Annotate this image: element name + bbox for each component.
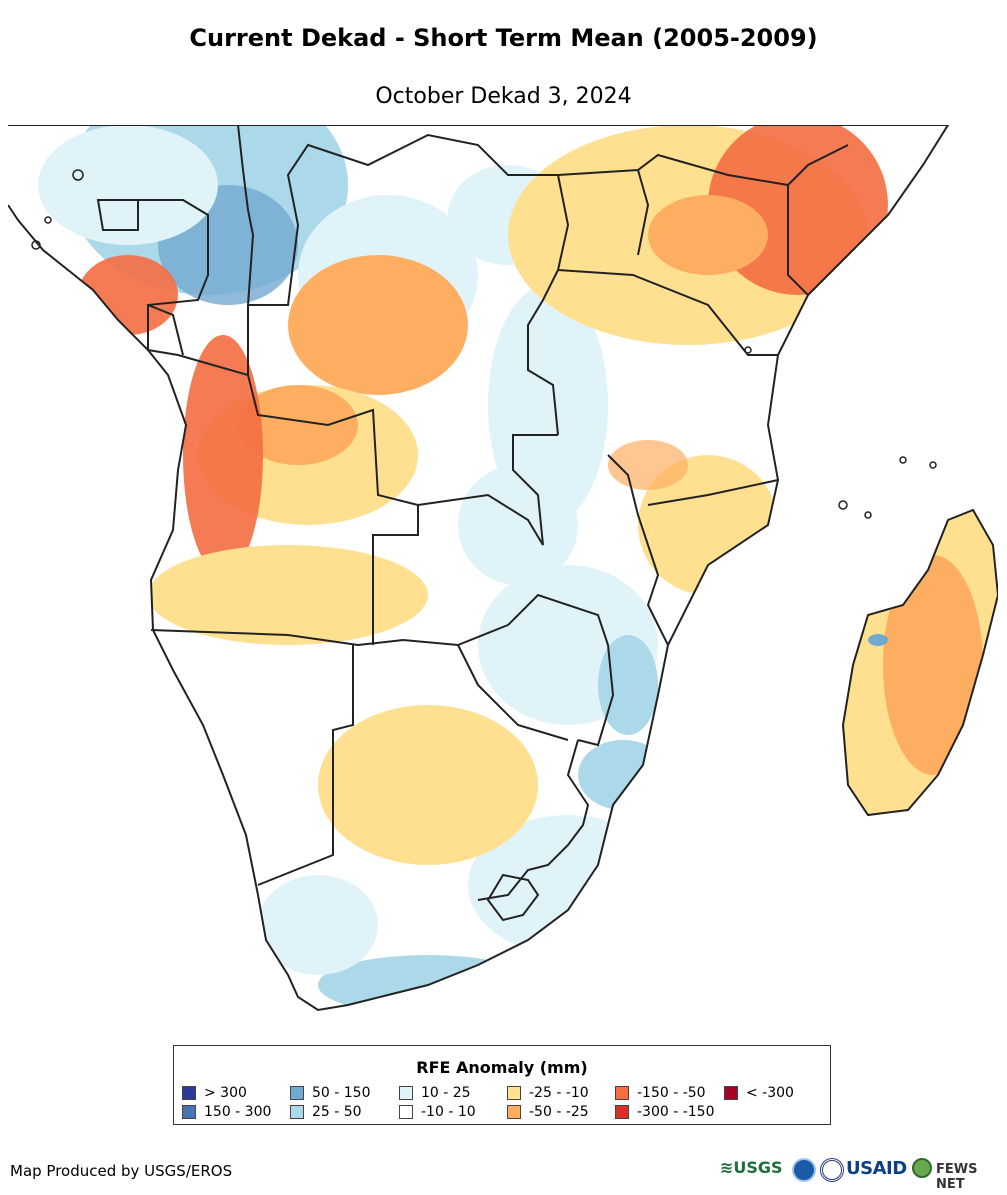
legend-label: 50 - 150 xyxy=(312,1085,371,1101)
mainland-africa xyxy=(8,125,948,1010)
coastline xyxy=(8,125,950,1012)
legend-item: -50 - -25 xyxy=(507,1103,589,1121)
legend-label: -25 - -10 xyxy=(529,1085,589,1101)
legend-item: 10 - 25 xyxy=(399,1084,471,1102)
legend-label: -300 - -150 xyxy=(637,1104,715,1120)
islands xyxy=(31,169,937,519)
legend-swatch xyxy=(399,1086,413,1100)
legend-title: RFE Anomaly (mm) xyxy=(416,1058,588,1077)
legend-label: -150 - -50 xyxy=(637,1085,706,1101)
legend-label: -50 - -25 xyxy=(529,1104,589,1120)
usgs-logo: ≋USGS xyxy=(720,1158,783,1177)
legend-item: 25 - 50 xyxy=(290,1103,362,1121)
map-title: Current Dekad - Short Term Mean (2005-20… xyxy=(189,24,818,52)
legend-label: < -300 xyxy=(746,1085,794,1101)
legend: RFE Anomaly (mm) > 300 150 - 300 50 - 15… xyxy=(173,1045,831,1125)
seal-logo-icon xyxy=(820,1158,844,1182)
legend-swatch xyxy=(615,1105,629,1119)
legend-swatch xyxy=(290,1105,304,1119)
legend-swatch xyxy=(724,1086,738,1100)
fews-net-logo: FEWS NET xyxy=(936,1162,978,1192)
partner-logos: ≋USGS USAID FEWS NET xyxy=(720,1155,1005,1192)
legend-swatch xyxy=(290,1086,304,1100)
legend-swatch xyxy=(507,1086,521,1100)
legend-item: < -300 xyxy=(724,1084,794,1102)
legend-item: > 300 xyxy=(182,1084,247,1102)
map-credit: Map Produced by USGS/EROS xyxy=(10,1162,233,1180)
rainfall-anomaly-map xyxy=(8,125,998,1025)
legend-label: 150 - 300 xyxy=(204,1104,272,1120)
country-borders xyxy=(96,125,849,922)
legend-swatch xyxy=(399,1105,413,1119)
legend-item: -10 - 10 xyxy=(399,1103,476,1121)
legend-label: 10 - 25 xyxy=(421,1085,471,1101)
legend-label: 25 - 50 xyxy=(312,1104,362,1120)
map-subtitle: October Dekad 3, 2024 xyxy=(375,84,632,109)
usaid-logo: USAID xyxy=(846,1158,907,1179)
legend-label: > 300 xyxy=(204,1085,247,1101)
globe-icon xyxy=(912,1158,932,1178)
legend-swatch xyxy=(615,1086,629,1100)
legend-item: -150 - -50 xyxy=(615,1084,706,1102)
legend-item: -300 - -150 xyxy=(615,1103,715,1121)
legend-item: 150 - 300 xyxy=(182,1103,271,1121)
legend-item: -25 - -10 xyxy=(507,1084,589,1102)
legend-swatch xyxy=(507,1105,521,1119)
noaa-logo-icon xyxy=(792,1158,816,1182)
legend-swatch xyxy=(182,1105,196,1119)
legend-swatch xyxy=(182,1086,196,1100)
legend-item: 50 - 150 xyxy=(290,1084,371,1102)
legend-label: -10 - 10 xyxy=(421,1104,476,1120)
